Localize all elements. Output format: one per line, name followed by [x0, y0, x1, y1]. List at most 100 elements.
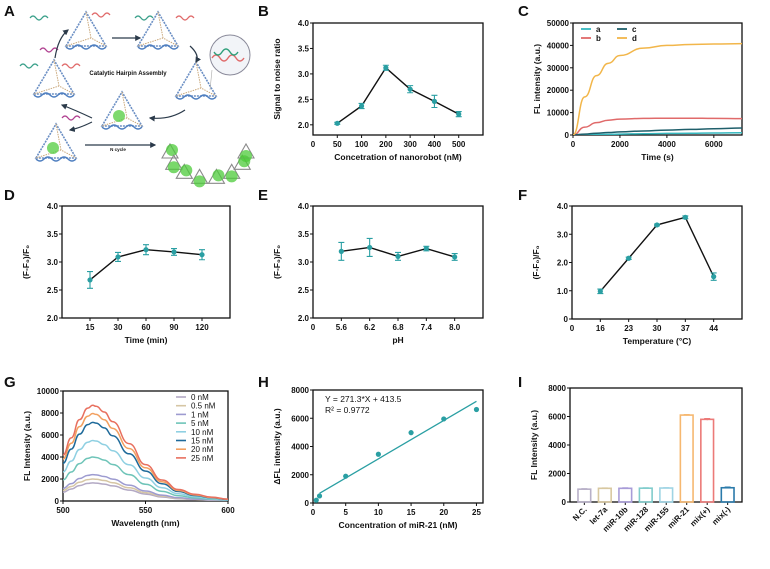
data-point [316, 493, 323, 499]
x-tick-label: 16 [596, 324, 605, 333]
x-tick-label: 4000 [658, 140, 676, 149]
x-tick-label: 0 [311, 323, 316, 332]
legend-label: 1 nM [191, 410, 209, 419]
x-tick-label: 300 [403, 140, 417, 149]
y-axis-title: FL Intensity (a.u.) [22, 411, 32, 481]
data-point [383, 65, 389, 71]
fluorescence-glow-icon [193, 175, 206, 188]
legend-label: b [596, 34, 601, 43]
inset-strand-green [213, 48, 239, 56]
target-mirna-strand-icon [61, 115, 81, 121]
error-bar [642, 487, 649, 489]
x-tick-label: 7.4 [421, 323, 433, 332]
data-point [87, 277, 93, 283]
fluorescence-glow-icon [225, 170, 238, 183]
legend-label: 5 nM [191, 419, 209, 428]
error-bar [683, 414, 690, 416]
x-tick-label: 23 [624, 324, 633, 333]
n-cycle-label: N cycle [110, 147, 126, 152]
x-tick-label: 37 [681, 324, 690, 333]
y-tick-label: 40000 [547, 41, 570, 50]
y-tick-label: 4000 [291, 443, 309, 452]
y-axis-title: (F-F₀)/F₀ [272, 245, 282, 279]
fluorescence-glow-icon [166, 144, 178, 156]
fluorescence-glow-icon [167, 161, 180, 174]
y-tick-label: 2000 [548, 470, 566, 479]
series-line-1-nM [63, 473, 228, 501]
panel-letter-e: E [258, 187, 268, 204]
y-tick-label: 3.5 [298, 44, 310, 53]
series-line [599, 216, 715, 292]
fluorescence-glow-icon [240, 150, 252, 162]
tetrahedron-inner-edges [175, 61, 217, 97]
x-tick-label: 200 [379, 140, 393, 149]
cha-label: Catalytic Hairpin Assembly [89, 71, 167, 77]
data-point [473, 406, 480, 413]
hairpin-strand-icon [134, 15, 154, 21]
panel-letter-i: I [518, 374, 522, 391]
y-tick-label: 10000 [547, 109, 570, 118]
hairpin-strand-icon [19, 63, 39, 69]
panel-letter-h: H [258, 374, 269, 391]
y-tick-label: 3.5 [298, 230, 310, 239]
tetrahedron-edges [32, 58, 76, 95]
dna-helix-base [101, 124, 143, 130]
x-tick-label: 400 [428, 140, 442, 149]
fit-equation: Y = 271.3*X + 413.5 [325, 394, 402, 404]
bar [720, 486, 735, 503]
data-point [711, 274, 717, 280]
x-axis-title: Temperature (°C) [623, 336, 692, 346]
y-axis-title: (F-F₀)/F₀ [21, 245, 31, 279]
x-tick-label: 50 [333, 140, 342, 149]
x-axis-title: Time (min) [125, 335, 168, 345]
panel-letter-g: G [4, 374, 16, 391]
dna-helix-base [33, 92, 75, 98]
x-tick-label: 10 [374, 508, 383, 517]
series-line-c [573, 127, 742, 135]
data-point [407, 86, 413, 92]
dna-helix-base [175, 94, 217, 100]
panel-letter-d: D [4, 187, 15, 204]
series-group [63, 404, 228, 501]
bar [618, 487, 633, 503]
y-tick-label: 0 [55, 497, 60, 506]
tetrahedron-inner-edges [35, 123, 77, 159]
error-bar [622, 487, 629, 489]
y-tick-label: 4000 [41, 453, 59, 462]
bar [659, 487, 674, 503]
panel-a-schematic: A Catalytic Hairpin Assembly N cycle [4, 3, 255, 188]
target-mirna-strand-icon [39, 47, 59, 53]
y-tick-label: 8000 [548, 384, 566, 393]
tetrahedron-edges [136, 10, 180, 47]
bar [638, 487, 653, 503]
tetrahedron-edges [34, 122, 78, 159]
hairpin-strand-icon [29, 15, 49, 21]
x-tick-label: 6000 [705, 140, 723, 149]
y-axis-title: FL Intensity (a.u.) [529, 410, 539, 480]
x-tick-label: 0 [571, 140, 576, 149]
fit-line [319, 400, 477, 494]
panel-e-chart: E 2.0 2.5 3.0 3.5 4.0 5.6 6.2 6.8 7.4 8.0 0 pH (F-F₀)… [258, 187, 484, 345]
y-tick-label: 0 [565, 131, 570, 140]
plot-frame [61, 205, 231, 319]
y-tick-label: 4.0 [298, 202, 310, 211]
y-tick-label: 50000 [547, 19, 570, 28]
data-point [313, 497, 319, 503]
cycle-arrow-icon [148, 109, 186, 122]
y-tick-label: 2000 [41, 475, 59, 484]
panel-h-chart: H 0 2000 4000 6000 8000 0 5 10 15 20 25 Concentratio… [258, 374, 484, 530]
x-tick-label: mix(-) [710, 505, 732, 527]
legend-label: a [596, 25, 601, 34]
inset-pointer-line [209, 69, 213, 91]
x-tick-label: 0 [570, 324, 575, 333]
x-tick-label: 25 [472, 508, 481, 517]
data-point [338, 248, 344, 254]
y-tick-label: 4.0 [298, 19, 310, 28]
y-tick-label: 3.0 [47, 258, 59, 267]
y-tick-label: 8000 [291, 386, 309, 395]
error-bar [704, 417, 711, 421]
legend-label: 10 nM [191, 428, 214, 437]
x-tick-label: 120 [195, 323, 209, 332]
